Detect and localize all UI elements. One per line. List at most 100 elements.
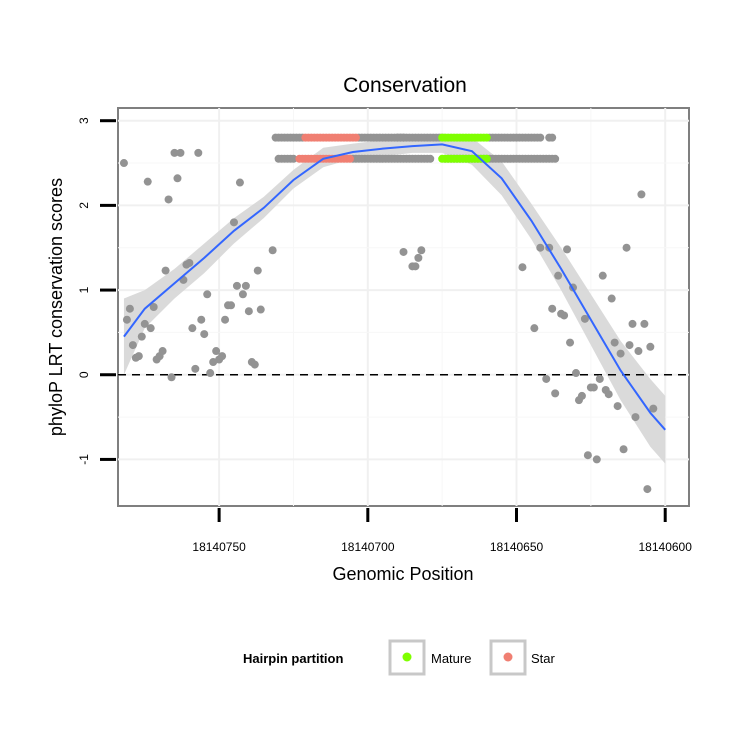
point-other: [530, 324, 539, 333]
point-other: [589, 383, 598, 392]
point-other: [173, 174, 182, 183]
point-other: [128, 341, 137, 350]
point-other: [628, 319, 637, 328]
legend-label-mature: Mature: [431, 651, 471, 666]
point-other: [604, 390, 613, 399]
point-other: [619, 445, 628, 454]
smooth-curve: [123, 143, 666, 431]
axes: 18140750 18140700 18140650 18140600 -1 0 1 2 3: [77, 117, 692, 554]
point-other: [637, 190, 646, 199]
point-other: [414, 253, 423, 262]
chart-title: Conservation: [343, 74, 467, 97]
y-axis-label: phyloP LRT conservation scores: [46, 178, 66, 436]
point-other: [592, 455, 601, 464]
smooth-confidence-band: [123, 133, 666, 464]
point-other: [227, 301, 236, 310]
point-other: [598, 271, 607, 280]
point-other: [238, 290, 247, 299]
point-other: [649, 404, 658, 413]
point-other: [607, 294, 616, 303]
x-tick-label: 18140700: [341, 540, 395, 554]
point-other: [399, 247, 408, 256]
point-other: [640, 319, 649, 328]
point-other: [631, 413, 640, 422]
point-other: [622, 243, 631, 252]
point-other: [232, 281, 241, 290]
point-other: [566, 338, 575, 347]
point-other: [551, 389, 560, 398]
point-other: [548, 133, 557, 142]
point-other: [149, 303, 158, 311]
point-other: [411, 262, 420, 271]
point-other: [146, 324, 155, 333]
legend: Hairpin partition Mature Star: [243, 639, 556, 676]
point-other: [125, 304, 134, 313]
x-axis-label: Genomic Position: [332, 564, 473, 584]
y-tick-label: 2: [77, 202, 91, 209]
y-tick-label: -1: [77, 454, 91, 465]
point-other: [256, 305, 265, 314]
point-other: [610, 338, 619, 347]
point-other: [625, 341, 634, 350]
point-other: [563, 245, 572, 254]
x-tick-label: 18140650: [490, 540, 544, 554]
point-other: [235, 178, 244, 187]
point-other: [571, 369, 580, 378]
grid-lines: [118, 108, 689, 506]
point-other: [554, 271, 563, 280]
point-other: [426, 154, 435, 163]
point-other: [616, 349, 625, 358]
point-other: [613, 402, 622, 411]
point-other: [643, 485, 652, 494]
point-other: [170, 148, 179, 157]
x-tick-label: 18140600: [639, 540, 693, 554]
plot-panel: [117, 107, 690, 507]
point-other: [399, 133, 408, 142]
point-other: [119, 159, 128, 168]
legend-title: Hairpin partition: [243, 651, 343, 666]
point-other: [417, 246, 426, 255]
point-other: [221, 315, 230, 324]
point-other: [646, 342, 655, 351]
legend-key-star-box: [489, 639, 527, 676]
point-other: [250, 360, 259, 369]
point-other: [253, 266, 262, 275]
point-other: [203, 290, 212, 299]
point-other: [161, 266, 170, 275]
point-other: [634, 347, 643, 356]
point-other: [185, 258, 194, 267]
point-other: [542, 374, 551, 383]
point-mature: [482, 133, 491, 142]
point-other: [206, 369, 215, 378]
point-other: [200, 330, 209, 339]
point-other: [137, 332, 146, 341]
smooth-line: [123, 143, 666, 431]
point-other: [583, 451, 592, 460]
confidence-band: [123, 133, 666, 464]
point-other: [212, 347, 221, 356]
point-other: [188, 324, 197, 333]
legend-label-star: Star: [531, 651, 556, 666]
data-points: [119, 133, 658, 494]
y-tick-label: 3: [77, 117, 91, 124]
point-other: [551, 154, 560, 163]
point-other: [167, 373, 176, 382]
y-tick-label: 0: [77, 371, 91, 378]
point-other: [595, 374, 604, 383]
point-other: [518, 263, 527, 272]
legend-key-mature-dot: [402, 652, 412, 662]
y-tick-label: 1: [77, 286, 91, 293]
point-star: [351, 133, 360, 142]
point-other: [289, 154, 298, 163]
point-other: [218, 352, 227, 361]
point-mature: [482, 154, 491, 163]
point-other: [197, 315, 206, 324]
point-other: [140, 319, 149, 328]
point-other: [536, 243, 545, 252]
point-other: [560, 311, 569, 320]
point-other: [164, 195, 173, 204]
point-other: [244, 307, 253, 316]
point-other: [577, 391, 586, 400]
point-other: [134, 352, 143, 361]
